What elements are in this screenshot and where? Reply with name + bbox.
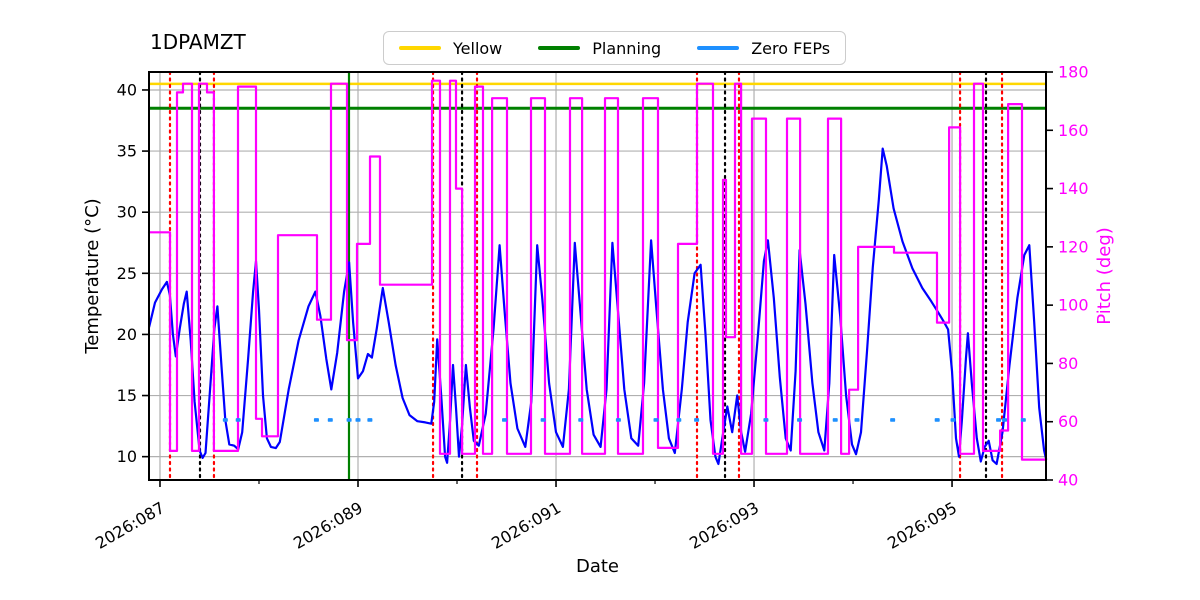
y-left-tick-label: 20 (117, 325, 137, 344)
y-right-tick-label: 100 (1058, 296, 1089, 315)
x-tick-label: 2026:095 (884, 498, 960, 553)
zero-feps-marker (996, 418, 1002, 422)
y-left-tick-label: 35 (117, 142, 137, 161)
zero-feps-marker (540, 418, 546, 422)
zero-feps-marker (676, 418, 682, 422)
zero-feps-marker (763, 418, 769, 422)
zero-feps-marker (653, 418, 659, 422)
pitch-line (147, 79, 1048, 461)
y-left-tick-label: 15 (117, 386, 137, 405)
legend-item-yellow: Yellow (399, 39, 502, 58)
zero-feps-marker (615, 418, 621, 422)
y-right-tick-label: 60 (1058, 412, 1078, 431)
zero-feps-marker (222, 418, 228, 422)
y-right-tick-label: 120 (1058, 237, 1089, 256)
chart-title: 1DPAMZT (150, 30, 246, 54)
y-right-tick-label: 40 (1058, 471, 1078, 490)
y-left-tick-label: 40 (117, 80, 137, 99)
y-left-tick-label: 10 (117, 447, 137, 466)
y-left-tick-label: 25 (117, 264, 137, 283)
zero-feps-marker (355, 418, 361, 422)
zero-feps-marker (797, 418, 803, 422)
zero-feps-marker (934, 418, 940, 422)
zero-feps-marker (235, 418, 241, 422)
legend: Yellow Planning Zero FEPs (383, 31, 847, 65)
x-tick-label: 2026:087 (92, 498, 168, 553)
zero-feps-marker (950, 418, 956, 422)
x-axis-label: Date (576, 556, 619, 577)
y-right-tick-label: 80 (1058, 354, 1078, 373)
y-left-tick-label: 30 (117, 203, 137, 222)
zero-feps-marker (890, 418, 896, 422)
y-right-axis-label: Pitch (deg) (1094, 227, 1115, 325)
zero-feps-marker (832, 418, 838, 422)
y-right-tick-label: 160 (1058, 121, 1089, 140)
legend-label-planning: Planning (592, 38, 662, 58)
zero-feps-marker (1002, 418, 1008, 422)
y-right-tick-label: 140 (1058, 179, 1089, 198)
x-tick-label: 2026:093 (686, 498, 762, 553)
temperature-line (148, 147, 1048, 466)
y-right-tick-label: 180 (1058, 63, 1089, 82)
x-tick-label: 2026:089 (290, 498, 366, 553)
y-left-axis-label: Temperature (°C) (82, 198, 103, 354)
zero-feps-marker (313, 418, 319, 422)
zero-feps-marker (327, 418, 333, 422)
planning-line-swatch-icon (538, 45, 581, 51)
yellow-line-swatch-icon (399, 45, 441, 51)
zero-feps-marker (854, 418, 860, 422)
zero-feps-line-swatch-icon (697, 45, 740, 51)
zero-feps-marker (694, 418, 700, 422)
legend-label-yellow: Yellow (453, 38, 503, 58)
legend-label-zero-feps: Zero FEPs (751, 38, 831, 58)
zero-feps-marker (1020, 418, 1026, 422)
axes-spine (148, 71, 1047, 481)
zero-feps-marker (502, 418, 508, 422)
x-tick-label: 2026:091 (488, 498, 564, 553)
zero-feps-marker (367, 418, 373, 422)
legend-item-planning: Planning (538, 39, 661, 58)
zero-feps-marker (578, 418, 584, 422)
legend-item-zero-feps: Zero FEPs (697, 39, 830, 58)
zero-feps-marker (346, 418, 352, 422)
